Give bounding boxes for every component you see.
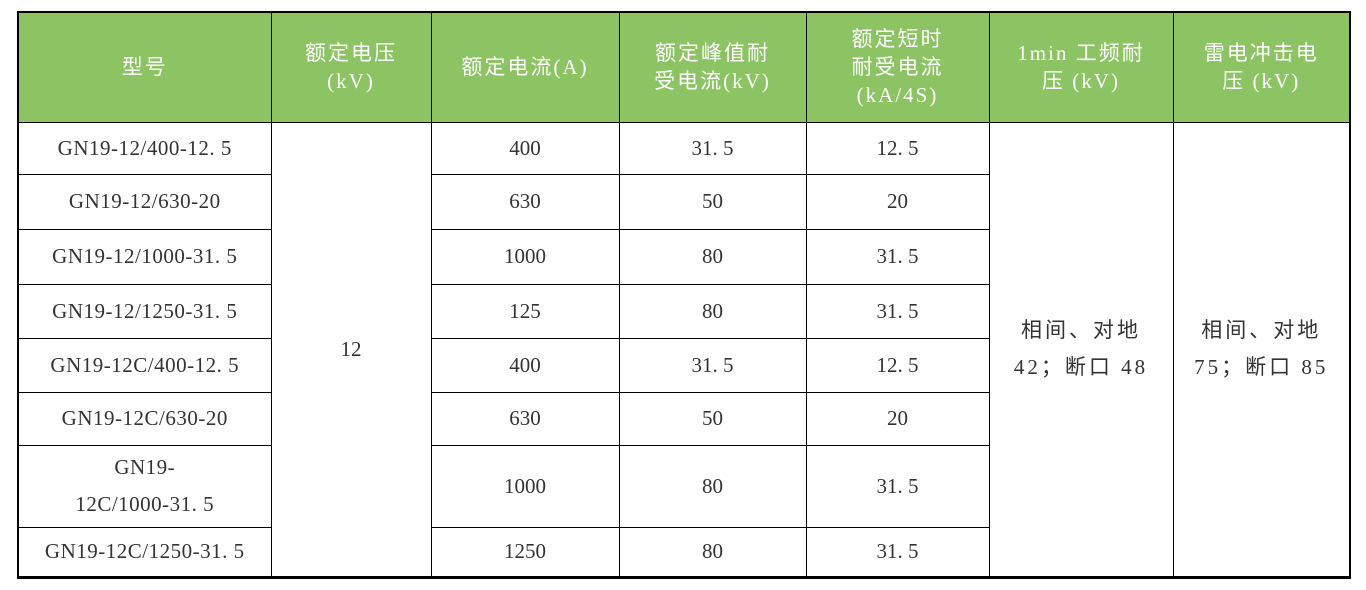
table-row: GN19-12/1000-31. 5 1000 80 31. 5 bbox=[17, 228, 1350, 285]
table-row: GN19-12C/1250-31. 5 1250 80 31. 5 bbox=[17, 526, 1350, 578]
model-cell: GN19-12/630-20 bbox=[17, 173, 272, 230]
model-cell: GN19-12C/1250-31. 5 bbox=[17, 526, 272, 578]
short-time-withstand-cell: 31. 5 bbox=[805, 228, 990, 285]
short-time-withstand-cell: 31. 5 bbox=[805, 283, 990, 339]
column-header-rated-voltage: 额定电压 (kV) bbox=[270, 11, 432, 123]
power-frequency-withstand-merged-cell: 相间、对地 42；断口 48 bbox=[988, 121, 1174, 578]
rated-current-cell: 400 bbox=[430, 121, 620, 175]
column-header-peak-withstand-current: 额定峰值耐 受电流(kV) bbox=[618, 11, 807, 123]
header-row: 型号 额定电压 (kV) 额定电流(A) 额定峰值耐 受电流(kV) 额定短时 … bbox=[17, 11, 1351, 123]
peak-withstand-cell: 80 bbox=[618, 444, 807, 528]
rated-voltage-merged-cell: 12 bbox=[270, 121, 432, 578]
rated-current-cell: 630 bbox=[430, 391, 620, 446]
table-row: GN19-12/400-12. 5 12 400 31. 5 12. 5 相间、… bbox=[17, 121, 1351, 578]
column-header-power-frequency-withstand-voltage: 1min 工频耐 压 (kV) bbox=[988, 11, 1174, 123]
spec-table: 型号 额定电压 (kV) 额定电流(A) 额定峰值耐 受电流(kV) 额定短时 … bbox=[17, 11, 1351, 579]
model-cell: GN19- 12C/1000-31. 5 bbox=[17, 444, 272, 528]
rated-current-cell: 400 bbox=[430, 337, 620, 393]
table-row: GN19- 12C/1000-31. 5 1000 80 31. 5 bbox=[17, 444, 1350, 528]
peak-withstand-cell: 50 bbox=[618, 391, 807, 446]
short-time-withstand-cell: 12. 5 bbox=[805, 337, 990, 393]
peak-withstand-cell: 80 bbox=[618, 228, 807, 285]
model-cell: GN19-12C/630-20 bbox=[17, 391, 272, 446]
peak-withstand-cell: 50 bbox=[618, 173, 807, 230]
column-header-model: 型号 bbox=[17, 11, 272, 123]
rated-current-cell: 1250 bbox=[430, 526, 620, 578]
table-row: GN19-12C/400-12. 5 400 31. 5 12. 5 bbox=[17, 337, 1350, 393]
model-cell: GN19-12/1000-31. 5 bbox=[17, 228, 272, 285]
column-header-short-time-withstand-current: 额定短时 耐受电流 (kA/4S) bbox=[805, 11, 990, 123]
peak-withstand-cell: 31. 5 bbox=[618, 337, 807, 393]
rated-current-cell: 1000 bbox=[430, 228, 620, 285]
table-row: GN19-12/1250-31. 5 125 80 31. 5 bbox=[17, 283, 1350, 339]
model-cell: GN19-12/1250-31. 5 bbox=[17, 283, 272, 339]
peak-withstand-cell: 80 bbox=[618, 283, 807, 339]
rated-current-cell: 125 bbox=[430, 283, 620, 339]
short-time-withstand-cell: 20 bbox=[805, 391, 990, 446]
short-time-withstand-cell: 20 bbox=[805, 173, 990, 230]
table-row: GN19-12C/630-20 630 50 20 bbox=[17, 391, 1350, 446]
table-row: GN19-12/630-20 630 50 20 bbox=[17, 173, 1350, 230]
model-cell: GN19-12/400-12. 5 bbox=[17, 121, 272, 175]
lightning-impulse-merged-cell: 相间、对地 75；断口 85 bbox=[1172, 121, 1351, 578]
rated-current-cell: 1000 bbox=[430, 444, 620, 528]
column-header-rated-current: 额定电流(A) bbox=[430, 11, 620, 123]
short-time-withstand-cell: 12. 5 bbox=[805, 121, 990, 175]
rated-current-cell: 630 bbox=[430, 173, 620, 230]
peak-withstand-cell: 31. 5 bbox=[618, 121, 807, 175]
peak-withstand-cell: 80 bbox=[618, 526, 807, 578]
short-time-withstand-cell: 31. 5 bbox=[805, 526, 990, 578]
model-cell: GN19-12C/400-12. 5 bbox=[17, 337, 272, 393]
column-header-lightning-impulse-voltage: 雷电冲击电 压 (kV) bbox=[1172, 11, 1351, 123]
short-time-withstand-cell: 31. 5 bbox=[805, 444, 990, 528]
